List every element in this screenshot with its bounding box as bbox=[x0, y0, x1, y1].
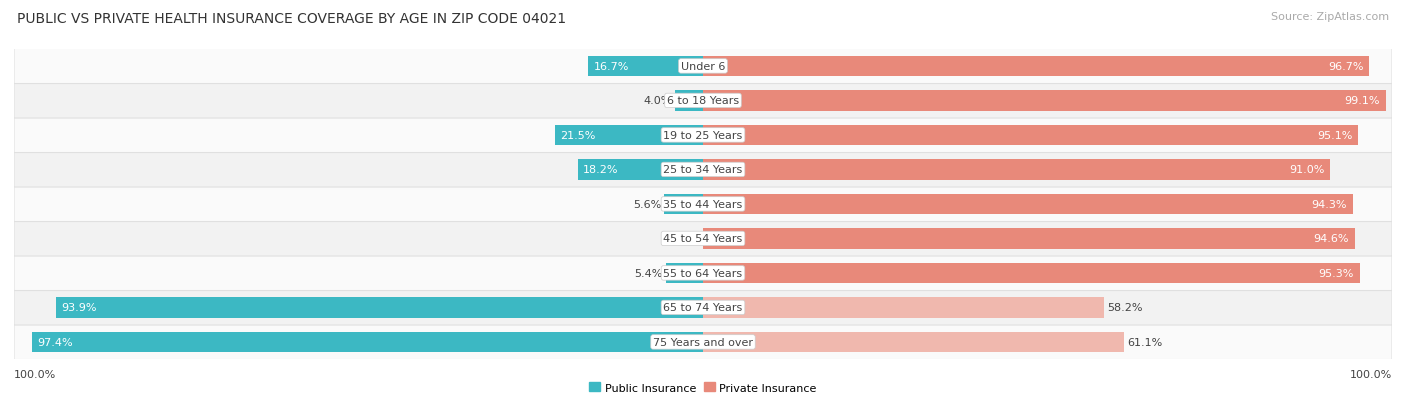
Text: 100.0%: 100.0% bbox=[14, 369, 56, 379]
Bar bbox=[703, 91, 1386, 112]
Text: Under 6: Under 6 bbox=[681, 62, 725, 72]
Text: 58.2%: 58.2% bbox=[1108, 303, 1143, 313]
Bar bbox=[588, 57, 703, 77]
Bar bbox=[675, 91, 703, 112]
Bar bbox=[56, 297, 703, 318]
Text: 97.4%: 97.4% bbox=[38, 337, 73, 347]
Bar bbox=[703, 228, 1355, 249]
Bar bbox=[703, 263, 1360, 284]
FancyBboxPatch shape bbox=[14, 84, 1392, 119]
Bar bbox=[703, 332, 1123, 352]
FancyBboxPatch shape bbox=[14, 49, 1392, 84]
Text: 65 to 74 Years: 65 to 74 Years bbox=[664, 303, 742, 313]
Text: 95.1%: 95.1% bbox=[1317, 131, 1353, 140]
FancyBboxPatch shape bbox=[14, 187, 1392, 222]
Legend: Public Insurance, Private Insurance: Public Insurance, Private Insurance bbox=[585, 378, 821, 397]
Text: 21.5%: 21.5% bbox=[561, 131, 596, 140]
Bar bbox=[703, 125, 1358, 146]
Text: 45 to 54 Years: 45 to 54 Years bbox=[664, 234, 742, 244]
Bar bbox=[703, 297, 1104, 318]
FancyBboxPatch shape bbox=[14, 290, 1392, 325]
Text: 91.0%: 91.0% bbox=[1289, 165, 1324, 175]
Text: 95.3%: 95.3% bbox=[1319, 268, 1354, 278]
Text: 94.6%: 94.6% bbox=[1313, 234, 1350, 244]
FancyBboxPatch shape bbox=[14, 325, 1392, 360]
Bar bbox=[666, 263, 703, 284]
Bar bbox=[32, 332, 703, 352]
Bar bbox=[555, 125, 703, 146]
Text: 96.7%: 96.7% bbox=[1329, 62, 1364, 72]
Bar bbox=[703, 57, 1369, 77]
Bar bbox=[703, 194, 1353, 215]
FancyBboxPatch shape bbox=[14, 256, 1392, 291]
Text: 35 to 44 Years: 35 to 44 Years bbox=[664, 199, 742, 209]
Bar bbox=[703, 160, 1330, 180]
Text: 99.1%: 99.1% bbox=[1344, 96, 1381, 106]
Text: 16.7%: 16.7% bbox=[593, 62, 628, 72]
FancyBboxPatch shape bbox=[14, 221, 1392, 256]
Text: 0.0%: 0.0% bbox=[671, 234, 700, 244]
Text: 25 to 34 Years: 25 to 34 Years bbox=[664, 165, 742, 175]
Text: 6 to 18 Years: 6 to 18 Years bbox=[666, 96, 740, 106]
Text: 18.2%: 18.2% bbox=[583, 165, 619, 175]
FancyBboxPatch shape bbox=[14, 118, 1392, 153]
Text: 5.4%: 5.4% bbox=[634, 268, 662, 278]
Text: 19 to 25 Years: 19 to 25 Years bbox=[664, 131, 742, 140]
Text: 100.0%: 100.0% bbox=[1350, 369, 1392, 379]
Text: 93.9%: 93.9% bbox=[62, 303, 97, 313]
Text: 4.0%: 4.0% bbox=[644, 96, 672, 106]
Text: 94.3%: 94.3% bbox=[1312, 199, 1347, 209]
Text: PUBLIC VS PRIVATE HEALTH INSURANCE COVERAGE BY AGE IN ZIP CODE 04021: PUBLIC VS PRIVATE HEALTH INSURANCE COVER… bbox=[17, 12, 567, 26]
Text: 75 Years and over: 75 Years and over bbox=[652, 337, 754, 347]
Text: Source: ZipAtlas.com: Source: ZipAtlas.com bbox=[1271, 12, 1389, 22]
Bar bbox=[578, 160, 703, 180]
Bar bbox=[665, 194, 703, 215]
Text: 55 to 64 Years: 55 to 64 Years bbox=[664, 268, 742, 278]
Text: 61.1%: 61.1% bbox=[1128, 337, 1163, 347]
Text: 5.6%: 5.6% bbox=[633, 199, 661, 209]
FancyBboxPatch shape bbox=[14, 152, 1392, 188]
